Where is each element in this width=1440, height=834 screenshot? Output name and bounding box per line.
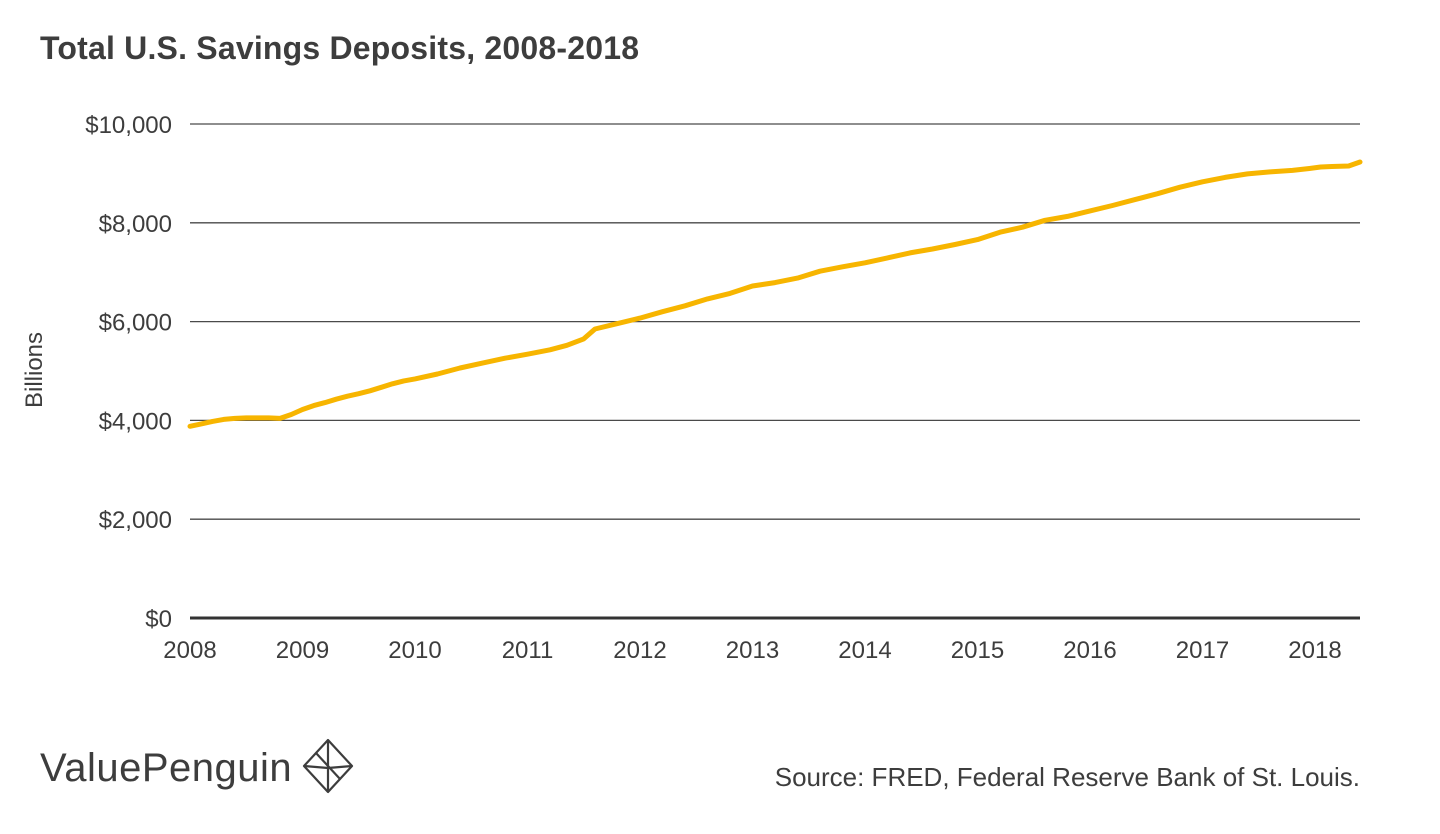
x-tick-label: 2011 (502, 637, 554, 664)
x-tick-label: 2008 (163, 637, 216, 664)
x-tick-label: 2018 (1288, 637, 1341, 664)
source-note: Source: FRED, Federal Reserve Bank of St… (774, 762, 1360, 792)
x-tick-label: 2009 (276, 637, 329, 664)
y-axis-label: Billions (21, 332, 48, 408)
x-tick-label: 2014 (838, 637, 891, 664)
y-tick-label: $4,000 (99, 408, 172, 435)
y-tick-label: $2,000 (99, 507, 172, 534)
brand-logo: ValuePenguin (40, 738, 354, 799)
x-tick-label: 2016 (1063, 637, 1116, 664)
series-line (187, 159, 1363, 429)
y-axis-ticks: $0 $2,000 $4,000 $6,000 $8,000 $10,000 (85, 112, 172, 633)
x-tick-label: 2012 (613, 637, 666, 664)
x-tick-label: 2010 (388, 637, 441, 664)
x-tick-label: 2015 (951, 637, 1004, 664)
y-tick-label: $0 (145, 606, 172, 633)
y-tick-label: $8,000 (99, 211, 172, 238)
chart-title: Total U.S. Savings Deposits, 2008-2018 (40, 30, 640, 66)
series-layer (187, 159, 1363, 429)
grid-lines (190, 123, 1360, 620)
brand-name: ValuePenguin (40, 746, 293, 790)
x-tick-label: 2013 (726, 637, 779, 664)
y-tick-label: $6,000 (99, 310, 172, 337)
valuepenguin-diamond-logo-icon (302, 738, 354, 799)
y-tick-label: $10,000 (85, 112, 172, 139)
x-tick-label: 2017 (1176, 637, 1229, 664)
x-axis-ticks: 2008 2009 2010 2011 2012 2013 2014 2015 2016 2017… (163, 637, 1341, 664)
